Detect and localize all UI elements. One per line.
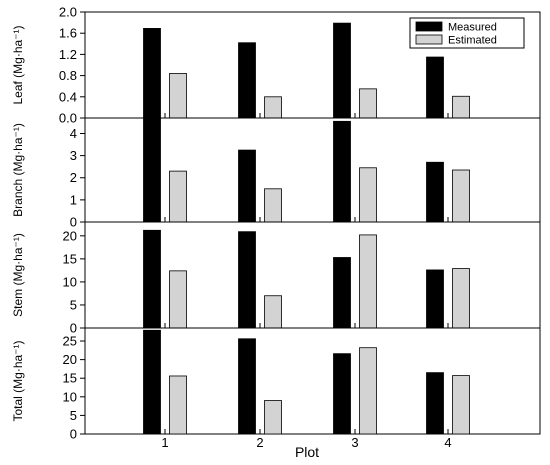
y-tick-label: 0 [70, 215, 77, 230]
y-tick-label: 10 [63, 274, 77, 289]
y-tick-label: 25 [63, 334, 77, 349]
legend-swatch [415, 34, 443, 45]
bar [333, 22, 351, 119]
bar [264, 188, 282, 223]
y-tick-label: 0.4 [59, 89, 77, 104]
bar [264, 96, 282, 119]
bar [169, 170, 187, 223]
bar [169, 375, 187, 435]
y-tick-label: 5 [70, 297, 77, 312]
y-axis-label: Total (Mg·ha⁻¹) [11, 340, 25, 421]
y-tick-label: 20 [63, 352, 77, 367]
y-tick-label: 1.6 [59, 26, 77, 41]
y-axis-label: Branch (Mg·ha⁻¹) [11, 123, 25, 217]
bar [426, 269, 444, 329]
bar [359, 234, 377, 329]
bar [333, 257, 351, 329]
bar [264, 400, 282, 435]
y-axis-label: Stem (Mg·ha⁻¹) [11, 233, 25, 317]
y-tick-label: 5 [70, 408, 77, 423]
bar [143, 229, 161, 329]
y-tick-label: 3 [70, 148, 77, 163]
y-tick-label: 20 [63, 228, 77, 243]
legend-swatch [415, 21, 443, 32]
legend-label: Measured [448, 22, 497, 34]
bar [452, 95, 470, 119]
bar [238, 231, 256, 329]
y-axis-label: Leaf (Mg·ha⁻¹) [11, 25, 25, 104]
bar [238, 149, 256, 223]
legend-label: Estimated [448, 35, 497, 47]
bar [359, 88, 377, 119]
bar [426, 161, 444, 223]
y-tick-label: 4 [70, 126, 77, 141]
y-tick-label: 0.0 [59, 111, 77, 126]
x-tick-label: 4 [444, 435, 451, 450]
bar [143, 329, 161, 435]
y-tick-label: 0 [70, 427, 77, 442]
bar [452, 268, 470, 329]
bar [143, 28, 161, 119]
y-tick-label: 0.8 [59, 68, 77, 83]
panel-frame [84, 327, 541, 435]
y-tick-label: 1 [70, 192, 77, 207]
bar [452, 375, 470, 435]
bar [359, 167, 377, 223]
y-tick-label: 15 [63, 371, 77, 386]
bar [359, 347, 377, 435]
bar [452, 169, 470, 223]
bar [333, 120, 351, 223]
x-axis-label: Plot [295, 444, 319, 460]
y-tick-label: 2.0 [59, 5, 77, 20]
x-tick-label: 2 [256, 435, 263, 450]
x-tick-label: 3 [351, 435, 358, 450]
bar [264, 295, 282, 329]
bar [426, 56, 444, 119]
y-tick-label: 2 [70, 170, 77, 185]
bar [169, 73, 187, 119]
bar [238, 338, 256, 435]
bar [238, 42, 256, 119]
bar [169, 270, 187, 329]
bar [333, 353, 351, 435]
x-tick-label: 1 [161, 435, 168, 450]
y-tick-label: 1.2 [59, 47, 77, 62]
bar [426, 372, 444, 435]
bar [143, 117, 161, 223]
y-tick-label: 10 [63, 389, 77, 404]
y-tick-label: 0 [70, 321, 77, 336]
y-tick-label: 15 [63, 251, 77, 266]
